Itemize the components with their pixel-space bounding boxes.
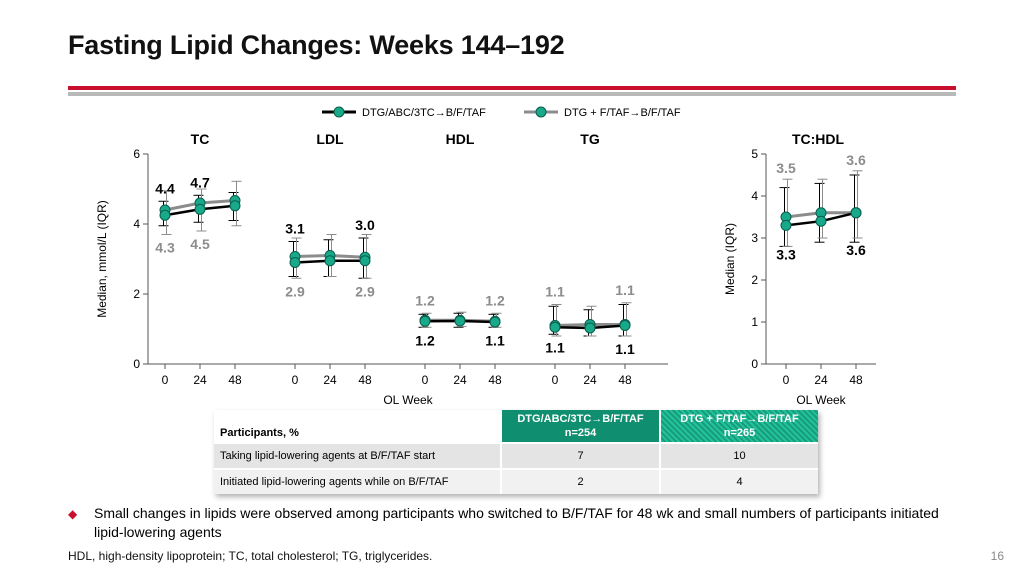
legend-label-1: DTG/ABC/3TC→B/F/TAF [362,107,486,119]
x-axis-title-main: OL Week [383,393,433,407]
data-label: 1.1 [615,282,635,298]
diamond-bullet-icon: ◆ [68,507,78,521]
y-tick-label-ratio: 1 [751,315,758,329]
data-point [324,255,336,267]
table-col-a-name: DTG/ABC/3TC→B/F/TAF [517,413,644,425]
data-label: 1.1 [615,341,635,357]
data-label: 3.1 [285,221,305,237]
data-label: 1.1 [545,339,565,355]
y-tick-label-ratio: 4 [751,189,758,203]
x-tick-label-main: 0 [292,373,299,387]
x-tick-label-main: 24 [193,373,207,387]
footnote: HDL, high-density lipoprotein; TC, total… [68,549,433,563]
data-label: 3.0 [355,217,375,233]
data-label: 3.6 [846,242,866,258]
legend-marker-2 [535,106,547,118]
table-cell-a: 2 [500,468,660,494]
data-label: 3.6 [846,152,866,168]
data-point [584,322,596,334]
x-tick-label-main: 48 [618,373,632,387]
data-label: 1.1 [485,332,505,348]
data-label: 4.3 [155,240,175,256]
data-label: 3.5 [776,160,796,176]
legend-marker-1 [333,106,345,118]
y-tick-label-ratio: 0 [751,357,758,371]
data-point [359,255,371,267]
data-label: 2.9 [355,283,375,299]
data-point [159,209,171,221]
slide-title: Fasting Lipid Changes: Weeks 144–192 [68,30,565,60]
x-axis-title-ratio: OL Week [796,393,846,407]
table-cell-b: 10 [659,442,818,469]
data-label: 1.2 [485,292,505,308]
data-point [780,219,792,231]
panel-title: TC [191,131,210,147]
data-label: 2.9 [285,283,305,299]
data-label: 1.2 [415,292,435,308]
data-label: 4.4 [155,180,175,196]
x-tick-label-ratio: 0 [783,373,790,387]
y-tick-label-main: 4 [133,217,140,231]
data-point [419,315,431,327]
legend-label-2: DTG + F/TAF→B/F/TAF [564,107,681,119]
table-cell-a: 7 [500,442,660,469]
table-col-b-n: n=265 [723,427,756,439]
table-row-label: Taking lipid-lowering agents at B/F/TAF … [214,442,501,469]
panel-title: HDL [446,131,475,147]
x-tick-label-main: 48 [358,373,372,387]
data-point [815,215,827,227]
table-row: Taking lipid-lowering agents at B/F/TAF … [214,442,818,469]
y-tick-label-ratio: 3 [751,231,758,245]
y-tick-label-ratio: 5 [751,147,758,161]
table-col-a-n: n=254 [564,427,597,439]
data-point [454,315,466,327]
title-rule-red [68,86,956,90]
data-label: 4.5 [190,236,210,252]
x-tick-label-ratio: 48 [849,373,863,387]
x-tick-label-main: 24 [453,373,467,387]
table-row-label: Initiated lipid-lowering agents while on… [214,468,501,494]
table-cell-b: 4 [659,468,818,494]
y-tick-label-ratio: 2 [751,273,758,287]
table-label-header: Participants, % [214,410,501,443]
summary-bullet: ◆ Small changes in lipids were observed … [68,504,958,542]
y-axis-title-main: Median, mmol/L (IQR) [95,200,109,318]
ratio-title: TC:HDL [792,131,845,147]
data-label: 4.7 [190,174,210,190]
x-tick-label-main: 0 [552,373,559,387]
data-label: 1.2 [415,332,435,348]
data-point [289,257,301,268]
y-tick-label-main: 2 [133,287,140,301]
data-point [194,203,206,215]
data-label: 3.3 [776,246,796,262]
table-col-b-header: DTG + F/TAF→B/F/TAF n=265 [659,410,818,443]
table-col-a-header: DTG/ABC/3TC→B/F/TAF n=254 [500,410,660,443]
table-row: Initiated lipid-lowering agents while on… [214,468,818,494]
data-point [850,207,862,219]
table-header-row: Participants, % DTG/ABC/3TC→B/F/TAF n=25… [214,410,818,443]
x-tick-label-main: 48 [488,373,502,387]
x-tick-label-main: 48 [228,373,242,387]
participants-table: Participants, % DTG/ABC/3TC→B/F/TAF n=25… [214,410,818,494]
data-point [489,316,501,328]
data-label: 1.1 [545,284,565,300]
data-point [619,320,631,331]
x-tick-label-main: 24 [323,373,337,387]
table-col-b-name: DTG + F/TAF→B/F/TAF [680,413,799,425]
panel-title: LDL [316,131,344,147]
x-tick-label-ratio: 24 [814,373,828,387]
x-tick-label-main: 0 [162,373,169,387]
panel-title: TG [580,131,600,147]
data-point [229,200,241,212]
x-tick-label-main: 0 [422,373,429,387]
title-rule-gray [68,92,956,96]
y-tick-label-main: 0 [133,357,140,371]
page-number: 16 [990,549,1004,563]
y-axis-title-ratio: Median (IQR) [723,223,737,295]
summary-text: Small changes in lipids were observed am… [94,505,939,540]
y-tick-label-main: 6 [133,147,140,161]
x-tick-label-main: 24 [583,373,597,387]
data-point [549,321,561,333]
